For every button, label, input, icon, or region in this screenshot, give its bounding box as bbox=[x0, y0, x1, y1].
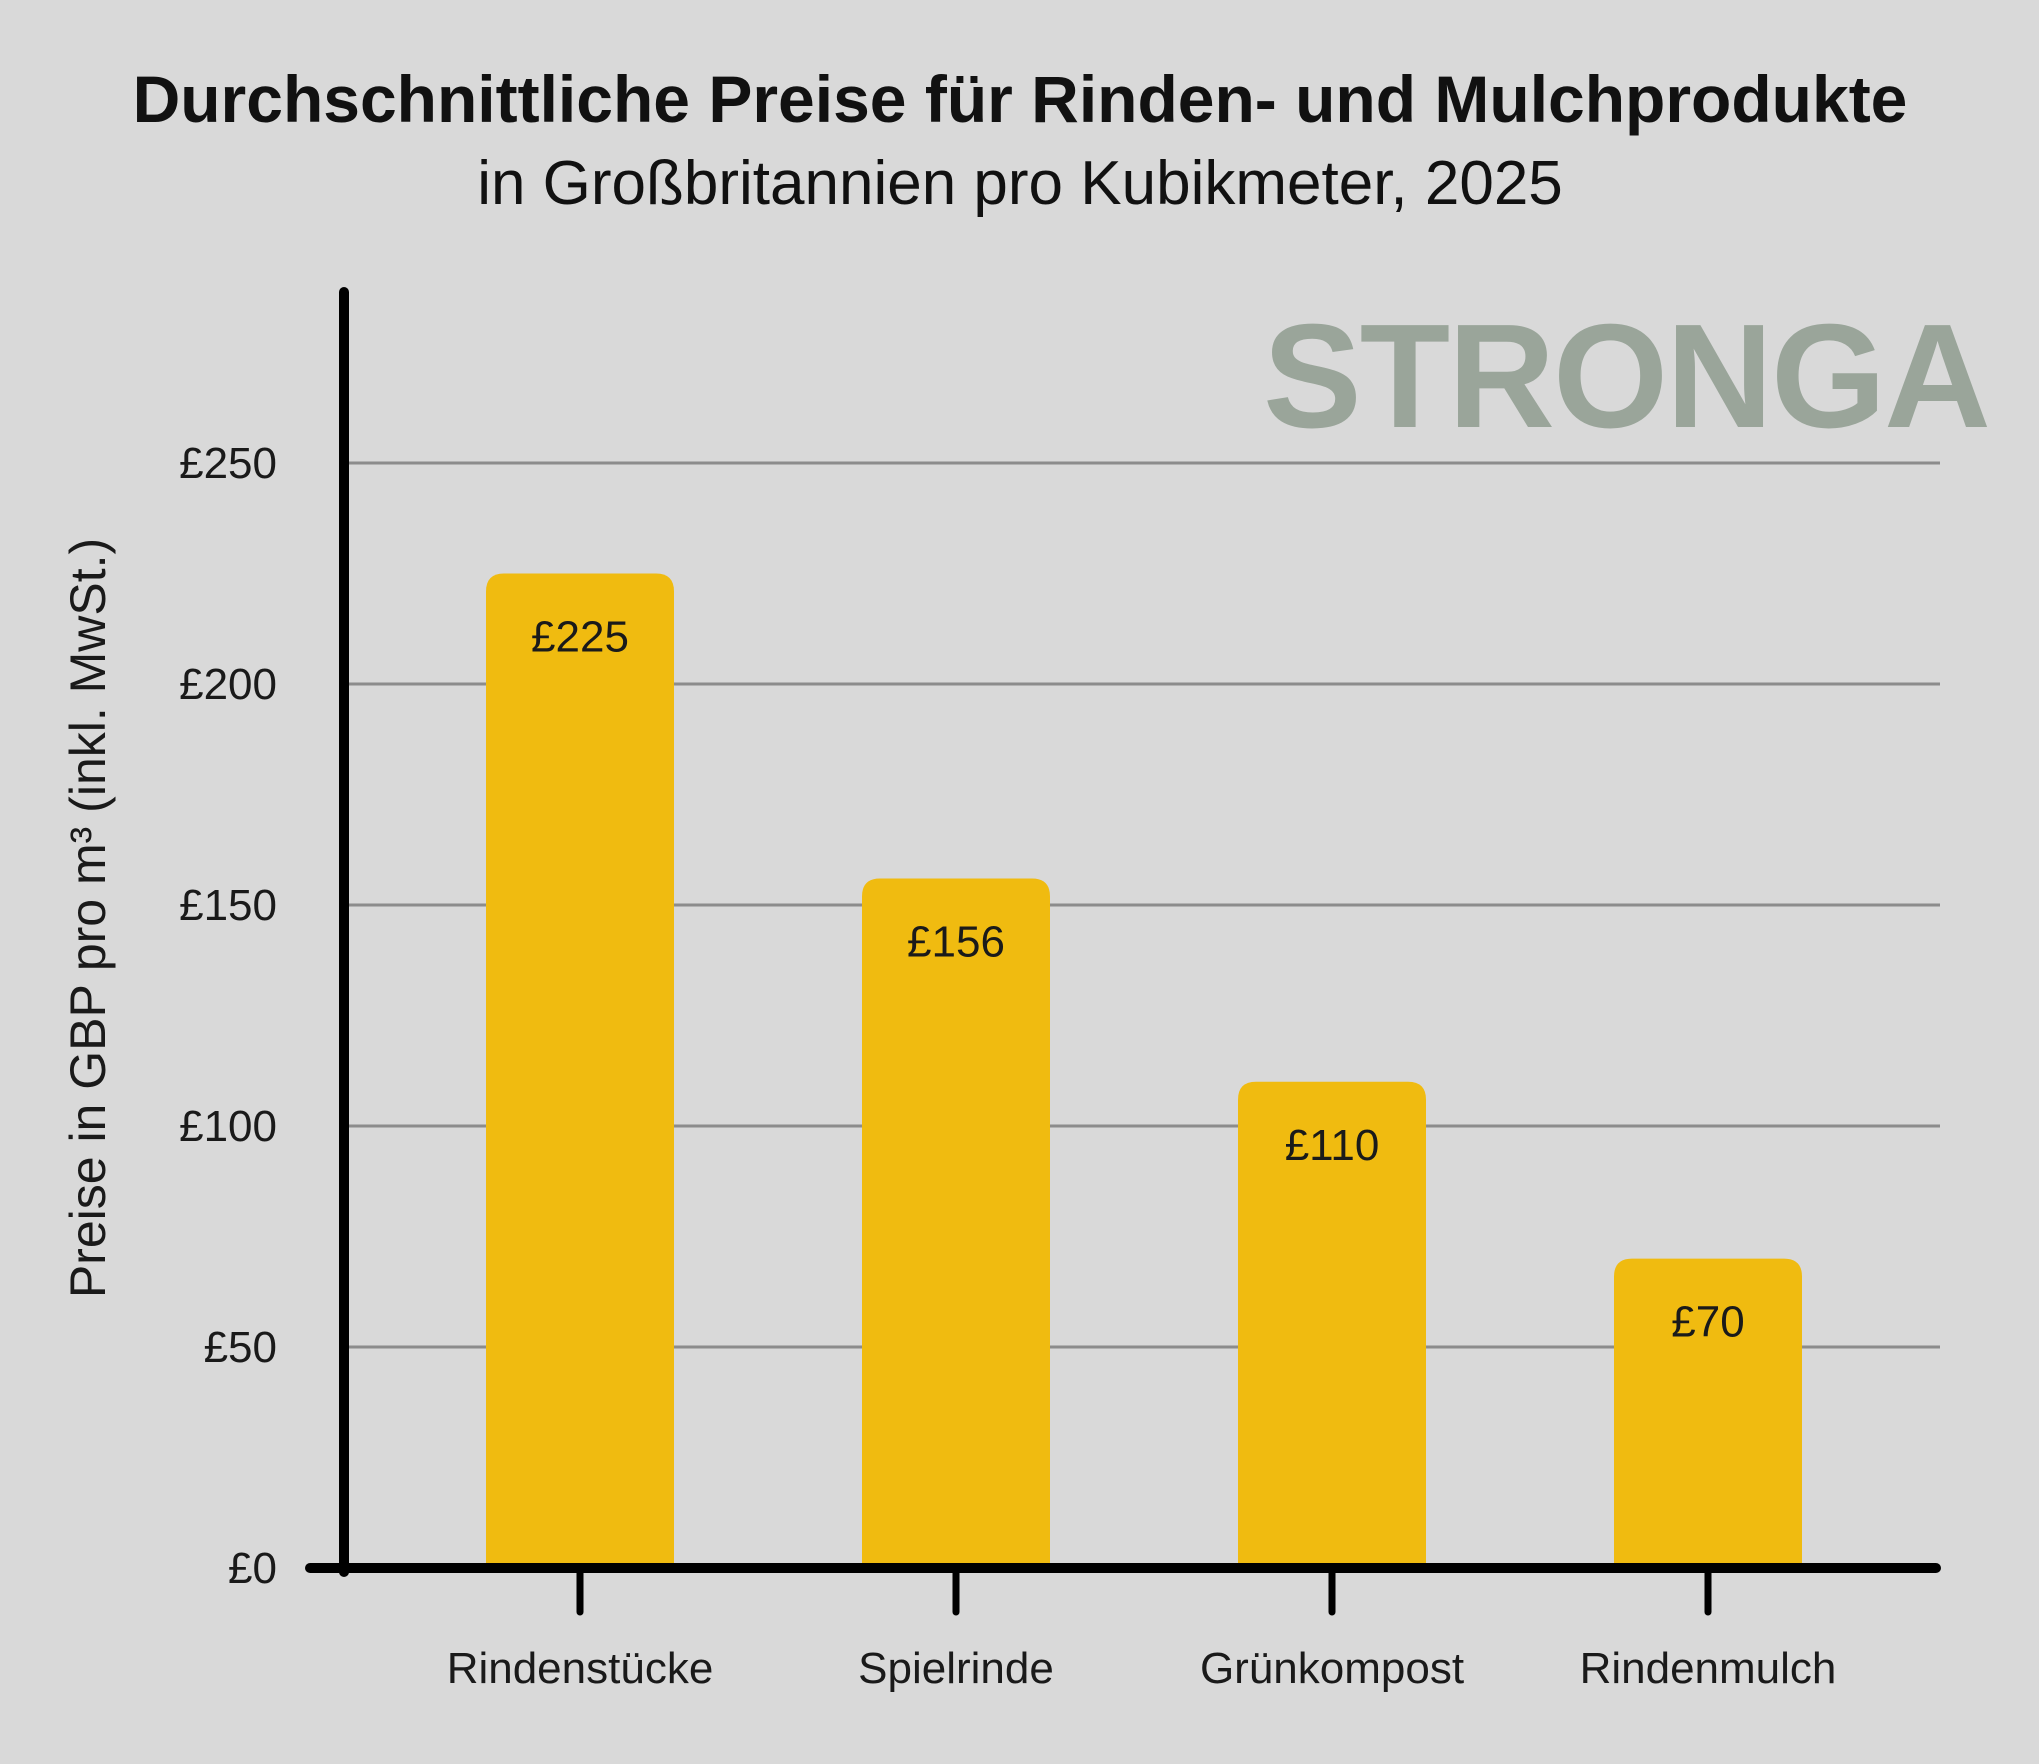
x-axis-ticks: Rindenstücke Spielrinde Grünkompost Rindenm… bbox=[447, 1564, 1837, 1693]
y-axis-ticks: £0 £50 £100 £150 £200 £250 bbox=[179, 439, 277, 1593]
y-tick-label: £0 bbox=[228, 1544, 277, 1593]
y-tick-label: £100 bbox=[179, 1102, 277, 1151]
y-tick-label: £50 bbox=[204, 1323, 277, 1372]
bar-Rindenstücke bbox=[486, 573, 674, 1568]
bar-value-label: £110 bbox=[1285, 1121, 1380, 1170]
y-tick-label: £250 bbox=[179, 439, 277, 488]
y-tick-label: £200 bbox=[179, 660, 277, 709]
bar-Spielrinde bbox=[862, 878, 1050, 1568]
y-axis-label: Preise in GBP pro m³ (inkl. MwSt.) bbox=[60, 538, 116, 1298]
bar-value-label: £156 bbox=[907, 917, 1005, 966]
bar-Grünkompost bbox=[1238, 1081, 1426, 1568]
brand-logo: STRONGA bbox=[1263, 294, 1989, 459]
x-category-label: Rindenstücke bbox=[447, 1644, 714, 1693]
x-category-label: Rindenmulch bbox=[1580, 1644, 1837, 1693]
x-category-label: Spielrinde bbox=[858, 1644, 1054, 1693]
bar-value-label: £225 bbox=[531, 613, 629, 662]
chart-title: Durchschnittliche Preise für Rinden- und… bbox=[133, 62, 1908, 136]
bars: £225 £156 £110 £70 bbox=[486, 573, 1802, 1568]
y-tick-label: £150 bbox=[179, 881, 277, 930]
x-category-label: Grünkompost bbox=[1200, 1644, 1464, 1693]
bar-value-label: £70 bbox=[1671, 1298, 1744, 1347]
chart-subtitle: in Großbritannien pro Kubikmeter, 2025 bbox=[477, 149, 1563, 218]
bar-Rindenmulch bbox=[1614, 1258, 1802, 1568]
